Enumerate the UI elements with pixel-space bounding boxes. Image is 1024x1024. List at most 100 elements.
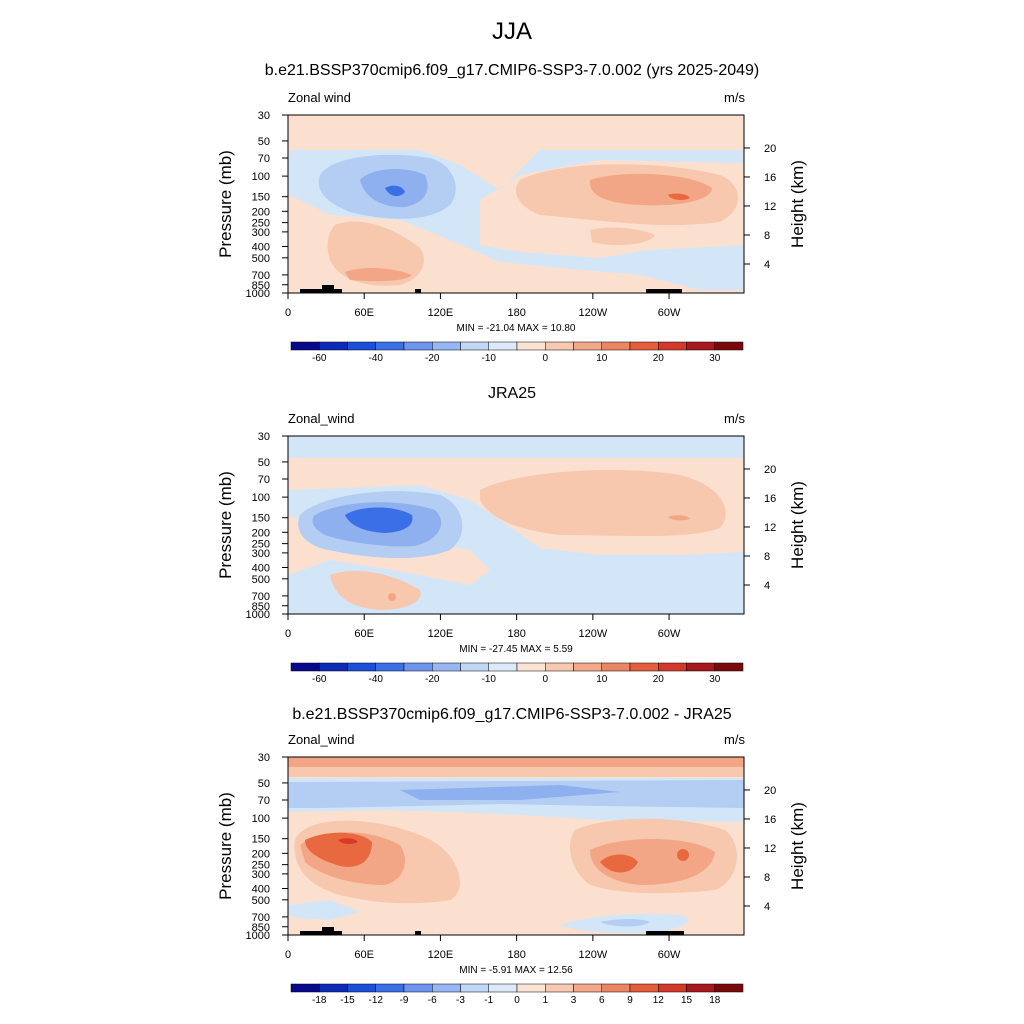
colorbar-label: 18 — [709, 995, 721, 1006]
y2-tick-label: 4 — [764, 580, 770, 592]
y2-axis-title: Height (km) — [788, 481, 807, 569]
panel-3-terrain — [415, 931, 421, 935]
colorbar-swatch — [319, 983, 348, 993]
panel-3-fill-neg6 — [400, 785, 620, 800]
x-tick-label: 120W — [578, 628, 607, 640]
panel-2-variable-label: Zonal_wind — [288, 411, 355, 426]
colorbar-swatch — [658, 983, 687, 993]
y-tick-label: 250 — [252, 539, 270, 551]
panel-1-fill-lower-pos10 — [345, 268, 412, 282]
panel-1-terrain — [322, 285, 334, 293]
x-tick-label: 120E — [428, 949, 454, 961]
y2-tick-label: 8 — [764, 230, 770, 242]
colorbar-label: -15 — [340, 995, 355, 1006]
x-tick-label: 120W — [578, 949, 607, 961]
y-tick-label: 200 — [252, 848, 270, 860]
panel-1-terrain — [415, 289, 421, 293]
panel-1-units-label: m/s — [724, 90, 745, 105]
colorbar-swatch — [516, 983, 546, 993]
y2-tick-label: 12 — [764, 843, 776, 855]
colorbar-label: -40 — [369, 674, 384, 685]
x-tick-label: 120E — [428, 307, 454, 319]
colorbar-swatch — [629, 983, 659, 993]
panel-2-fill-pos5 — [480, 470, 726, 537]
y-tick-label: 50 — [258, 778, 270, 790]
colorbar-label: 10 — [596, 674, 608, 685]
x-tick-label: 60W — [658, 307, 681, 319]
panel-1-fill-core — [385, 185, 405, 197]
y2-tick-label: 16 — [764, 493, 776, 505]
colorbar-label: -6 — [428, 995, 437, 1006]
panel-3-terrain — [646, 931, 684, 935]
y2-axis-title: Height (km) — [788, 802, 807, 890]
colorbar-label: -9 — [400, 995, 409, 1006]
y2-tick-label: 8 — [764, 551, 770, 563]
y-tick-label: 700 — [252, 270, 270, 282]
figure-title: JJA — [491, 18, 532, 45]
y-tick-label: 400 — [252, 562, 270, 574]
x-tick-label: 120E — [428, 628, 454, 640]
y-tick-label: 500 — [252, 253, 270, 265]
colorbar-label: 0 — [542, 674, 548, 685]
x-tick-label: 180 — [507, 949, 525, 961]
panel-1-fill-lower-pos — [327, 221, 424, 286]
colorbar-label: -40 — [369, 353, 384, 364]
x-tick-label: 0 — [285, 628, 291, 640]
colorbar-swatch — [403, 983, 433, 993]
panel-1-title: b.e21.BSSP370cmip6.f09_g17.CMIP6-SSP3-7.… — [264, 62, 760, 79]
x-tick-label: 0 — [285, 949, 291, 961]
y2-tick-label: 4 — [764, 901, 770, 913]
colorbar-swatch — [714, 662, 744, 672]
y-axis-title: Pressure (mb) — [216, 471, 235, 579]
y-tick-label: 300 — [252, 548, 270, 560]
y-tick-label: 500 — [252, 895, 270, 907]
colorbar-label: -12 — [369, 995, 384, 1006]
colorbar-swatch — [545, 983, 574, 993]
colorbar-swatch — [488, 983, 518, 993]
panel-3-terrain — [300, 931, 342, 935]
colorbar-swatch — [290, 983, 320, 993]
colorbar-label: 9 — [627, 995, 633, 1006]
panel-2-fill-lower-pos10 — [388, 593, 396, 601]
panel-1-fill-mid-pos — [590, 227, 655, 246]
y-axis-title: Pressure (mb) — [216, 150, 235, 258]
y-tick-label: 700 — [252, 912, 270, 924]
colorbar-label: 0 — [542, 353, 548, 364]
panel-3-fill-pos9-east — [600, 854, 638, 873]
y2-tick-label: 20 — [764, 785, 776, 797]
panel-1-terrain — [300, 289, 342, 293]
y-tick-label: 30 — [258, 110, 270, 122]
y-tick-label: 150 — [252, 834, 270, 846]
y2-tick-label: 16 — [764, 814, 776, 826]
x-tick-label: 60E — [354, 949, 374, 961]
colorbar-label: 30 — [709, 674, 721, 685]
y2-tick-label: 12 — [764, 201, 776, 213]
panel-3-units-label: m/s — [724, 732, 745, 747]
panel-3-variable-label: Zonal_wind — [288, 732, 355, 747]
panel-3-fill-pos9-east-b — [677, 849, 689, 861]
panel-2-units-label: m/s — [724, 411, 745, 426]
colorbar-label: 10 — [596, 353, 608, 364]
colorbar-label: 15 — [681, 995, 693, 1006]
panel-3-fill-lower-neg3-east — [600, 919, 650, 927]
y-tick-label: 30 — [258, 752, 270, 764]
y-tick-label: 700 — [252, 591, 270, 603]
y-tick-label: 850 — [252, 601, 270, 613]
panel-1-stats: MIN = -21.04 MAX = 10.80 — [456, 323, 576, 334]
panel-3-terrain — [322, 927, 334, 935]
y-tick-label: 200 — [252, 527, 270, 539]
colorbar-label: -60 — [312, 353, 327, 364]
y-tick-label: 50 — [258, 457, 270, 469]
y-tick-label: 1000 — [246, 609, 270, 621]
colorbar-label: 0 — [514, 995, 520, 1006]
panel-2-contours — [288, 436, 744, 614]
panel-2-fill-upper-negative — [288, 436, 744, 458]
y2-tick-label: 12 — [764, 522, 776, 534]
y-tick-label: 70 — [258, 474, 270, 486]
x-tick-label: 180 — [507, 628, 525, 640]
x-tick-label: 120W — [578, 307, 607, 319]
x-tick-label: 60E — [354, 307, 374, 319]
panel-2-fill-core-pos — [668, 515, 690, 521]
